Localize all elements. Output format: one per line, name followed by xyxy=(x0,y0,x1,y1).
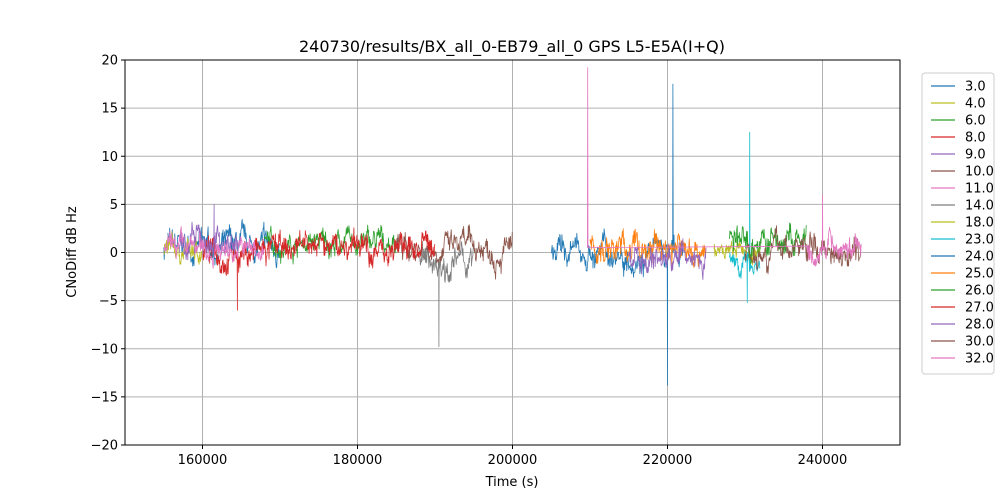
series-line-11.0 xyxy=(163,226,265,269)
legend-entry: 28.0 xyxy=(965,318,994,333)
legend-entry: 8.0 xyxy=(965,131,986,146)
y-tick-label: 5 xyxy=(110,198,118,213)
legend-box xyxy=(921,72,995,375)
y-tick-label: 15 xyxy=(101,102,118,117)
x-tick-label: 240000 xyxy=(798,453,848,468)
legend-entry: 10.0 xyxy=(965,165,994,180)
series-line-28.0 xyxy=(628,238,707,280)
legend-entry: 25.0 xyxy=(965,267,994,282)
y-tick-label: 20 xyxy=(101,54,118,69)
y-tick-label: 10 xyxy=(101,150,118,165)
y-tick-label: 0 xyxy=(110,246,118,261)
series-line-8.0 xyxy=(202,229,296,311)
series-line-9.0 xyxy=(178,204,242,261)
x-tick-label: 200000 xyxy=(488,453,538,468)
series-line-30.0 xyxy=(744,225,862,275)
series-line-3.0 xyxy=(163,219,281,269)
y-tick-label: −15 xyxy=(91,390,118,405)
legend-entry: 14.0 xyxy=(965,199,994,214)
y-axis: −20 −15 −10 −5 0 5 10 15 20 xyxy=(91,54,125,454)
legend-entry: 23.0 xyxy=(965,233,994,248)
legend-entry: 11.0 xyxy=(965,182,994,197)
legend-entry: 27.0 xyxy=(965,301,994,316)
y-tick-label: −5 xyxy=(99,294,118,309)
legend-entry: 30.0 xyxy=(965,335,994,350)
x-tick-label: 220000 xyxy=(643,453,693,468)
legend-entry: 4.0 xyxy=(965,97,986,112)
series-line-10.0 xyxy=(395,224,513,280)
series-line-26.0 xyxy=(729,222,807,265)
x-axis-label: Time (s) xyxy=(485,475,539,490)
y-tick-label: −20 xyxy=(91,439,118,454)
series-line-27.0 xyxy=(295,227,436,269)
legend: 3.0 4.0 6.0 8.0 9.0 10.0 11.0 14.0 18.0 23.0 24.0 2… xyxy=(921,72,995,375)
x-tick-label: 180000 xyxy=(333,453,383,468)
legend-entry: 3.0 xyxy=(965,80,986,95)
legend-entry: 6.0 xyxy=(965,114,986,129)
legend-entry: 26.0 xyxy=(965,284,994,299)
legend-entry: 32.0 xyxy=(965,352,994,367)
y-tick-label: −10 xyxy=(91,342,118,357)
series-line-14.0 xyxy=(419,241,474,348)
legend-entry: 18.0 xyxy=(965,216,994,231)
legend-entry: 9.0 xyxy=(965,148,986,163)
x-axis: 160000 180000 200000 220000 240000 xyxy=(178,445,848,468)
series-line-25.0 xyxy=(589,228,707,268)
y-axis-label: CNoDiff dB Hz xyxy=(65,206,80,298)
plot-area xyxy=(163,67,862,386)
legend-entry: 24.0 xyxy=(965,250,994,265)
chart-title: 240730/results/BX_all_0-EB79_all_0 GPS L… xyxy=(299,37,725,57)
series-line-32.0 xyxy=(587,67,862,267)
x-tick-label: 160000 xyxy=(178,453,228,468)
